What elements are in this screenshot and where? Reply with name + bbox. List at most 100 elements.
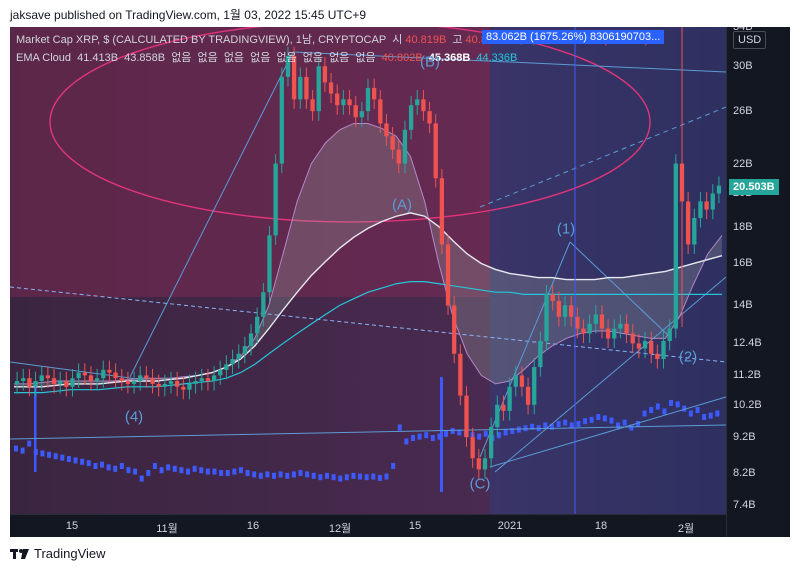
candle-body [39,375,44,382]
candle-body [285,55,291,77]
volume-mark [133,468,138,475]
volume-mark [702,414,707,420]
volume-mark [497,432,501,439]
volume-mark [642,410,647,417]
wave-label-c: (C) [469,475,491,493]
y-tick-label: 8.2B [733,467,756,480]
wave-label-1: (1) [556,220,576,238]
y-tick-label: 34B [733,27,753,33]
volume-spike [440,377,443,492]
volume-mark [549,423,554,430]
candle-body [365,87,371,112]
candle-body [710,193,715,210]
volume-mark [27,440,32,447]
volume-mark [258,472,263,479]
plot-background-right [490,27,726,514]
candle-body [218,369,223,376]
candle-body [70,378,75,387]
volume-mark [649,407,654,413]
candle-body [599,314,605,329]
candle-body [624,323,629,334]
candle-body [433,123,438,179]
candle-body [698,201,703,218]
trend-line [569,241,671,338]
volume-mark [616,422,621,429]
candle-body [211,375,217,382]
volume-mark [53,453,58,460]
candle-body [291,55,297,100]
candle-body [242,345,248,354]
time-axis[interactable]: 15 11월 16 12월 15 2021 18 2월 [10,514,726,537]
volume-mark [47,451,52,458]
legend-ema-cloud: EMA Cloud 41.413B 43.858B 없음 없음 없음 없음 없음… [16,49,520,65]
candle-body [150,378,155,384]
volume-mark [675,401,680,408]
projection-ellipse [49,27,651,223]
ema-value-3: 40.802B [381,52,423,64]
volume-mark [589,416,594,423]
volume-mark [199,467,204,474]
volume-mark [205,468,210,475]
x-tick-label: 11월 [156,523,178,535]
volume-mark [708,412,713,419]
chart-frame[interactable]: Market Cap XRP, $ (CALCULATED BY TRADING… [10,27,790,537]
candle-body [322,66,328,83]
volume-mark [483,430,488,437]
candle-body [347,99,352,106]
candle-body [569,305,574,317]
volume-mark [166,464,171,471]
volume-mark [629,424,634,431]
candle-body [372,87,377,100]
volume-mark [225,470,230,476]
ema-value-4: 45.368B [428,52,471,64]
candle-body [642,340,648,349]
volume-mark [298,470,303,476]
candle-body [113,372,118,379]
volume-mark [424,432,429,439]
volume-mark [516,426,521,433]
candle-body [76,372,81,379]
volume-mark [93,463,98,469]
volume-mark [20,447,25,454]
candle-body [532,367,537,405]
volume-mark [344,474,349,481]
candle-body [408,105,414,130]
candle-body [501,404,506,411]
candle-body [27,378,32,387]
volume-mark [543,422,548,429]
y-tick-label: 12.4B [733,337,762,350]
volume-mark [430,435,435,441]
candle-body [593,314,598,324]
volume-mark [556,421,561,427]
candle-body [144,375,149,379]
volume-mark [146,470,151,476]
volume-mark [635,421,640,427]
volume-mark [86,460,91,467]
volume-mark [152,463,157,469]
price-plot[interactable] [10,27,726,514]
volume-mark [324,472,329,479]
y-tick-label: 7.4B [733,499,756,512]
y-tick-label: 26B [733,105,753,118]
currency-button[interactable]: USD [733,31,767,49]
candle-body [316,66,321,112]
x-tick-label: 18 [594,520,608,532]
candle-body [64,381,69,387]
wave-label-b: (B) [420,53,440,71]
candle-body [304,76,309,100]
volume-mark [252,471,257,478]
y-tick-label: 16B [733,257,753,270]
volume-mark [391,463,396,469]
candle-body [187,383,192,390]
candle-body [101,369,106,379]
candle-body [181,386,186,390]
volume-mark [351,472,356,479]
legend-high-label: 고 [452,34,463,46]
candle-body [138,375,143,382]
candle-body [174,381,180,387]
candle-body [310,99,315,112]
price-axis[interactable]: USD 34B30B26B22B20B18B16B14B12.4B11.2B10… [726,27,790,537]
ema-none-7: 없음 [355,52,376,64]
y-tick-label: 22B [733,157,753,170]
volume-mark [126,467,131,474]
